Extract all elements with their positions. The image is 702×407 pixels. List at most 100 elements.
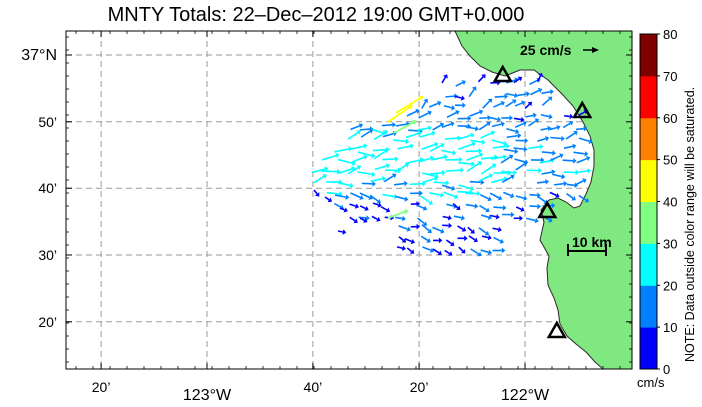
current-vector (457, 141, 476, 151)
current-vector (514, 100, 526, 107)
current-vector (420, 195, 433, 205)
current-vector (541, 169, 556, 175)
current-vector (441, 184, 456, 191)
colorbar-segment (640, 285, 657, 328)
current-vector (501, 115, 514, 121)
current-vector (469, 109, 484, 117)
current-vector (416, 204, 428, 211)
longitude-label: 20’ (410, 379, 429, 395)
current-vector (358, 215, 370, 221)
current-vector (574, 178, 587, 186)
colorbar-segment (640, 117, 657, 161)
current-vector (337, 182, 354, 189)
colorbar-tick-label: 0 (663, 362, 670, 377)
map-area (66, 31, 632, 369)
current-vector (419, 130, 436, 138)
current-vector (458, 246, 466, 254)
current-vector (404, 238, 415, 245)
longitude-label: 40’ (304, 379, 323, 395)
current-vector (383, 173, 397, 183)
current-vector (444, 135, 462, 141)
saturation-note: NOTE: Data outside color range will be s… (683, 87, 697, 362)
colorbar-segment (640, 243, 657, 286)
current-vector (466, 161, 482, 173)
current-vector (541, 96, 553, 106)
current-vector (380, 206, 391, 213)
current-vector (506, 132, 522, 139)
current-vector (446, 110, 460, 119)
current-vector (432, 237, 443, 244)
current-vector (428, 100, 442, 108)
current-vector (442, 222, 453, 229)
reference-arrow: 25 cm/s (520, 42, 599, 58)
colorbar-segment (640, 327, 657, 370)
current-vector (515, 206, 525, 212)
current-vector (480, 214, 492, 220)
current-vector (430, 154, 448, 161)
current-vector (416, 217, 428, 226)
colorbar-tick-label: 50 (663, 153, 677, 168)
colorbar-tick-label: 80 (663, 27, 677, 42)
current-vector (479, 194, 492, 202)
current-vector (441, 74, 448, 84)
current-vector (381, 121, 396, 128)
current-vector (491, 176, 508, 184)
current-vector (467, 226, 475, 234)
current-vector (550, 135, 565, 142)
colorbar: 0 10 20 30 40 50 60 70 80 (639, 27, 677, 377)
current-vector (360, 129, 373, 138)
current-vector (373, 148, 389, 160)
current-vector (465, 203, 479, 209)
current-vector (393, 138, 410, 145)
current-vector (515, 161, 528, 171)
current-vector (445, 239, 455, 246)
current-vector (395, 215, 406, 222)
current-vector (540, 125, 552, 132)
current-vector (530, 87, 543, 96)
colorbar-segment (640, 201, 657, 244)
current-vector (493, 204, 507, 211)
latitude-label: 20’ (38, 314, 57, 330)
current-vector (491, 121, 505, 128)
current-vector (528, 118, 539, 127)
current-vector (313, 189, 320, 197)
current-vector (489, 116, 502, 123)
longitude-label: 123°W (183, 387, 232, 404)
current-vector (421, 223, 432, 234)
current-vector (393, 180, 408, 187)
current-vector (458, 161, 475, 167)
current-vector (489, 192, 503, 201)
current-vector (359, 217, 368, 223)
current-vector (506, 127, 520, 135)
current-vector (542, 202, 556, 209)
current-vector (500, 154, 514, 164)
colorbar-tick-label: 60 (663, 111, 677, 126)
current-vector (553, 180, 568, 187)
current-vector (468, 235, 478, 243)
current-vector (515, 137, 529, 144)
latitude-label: 37°N (21, 47, 57, 64)
current-vector (530, 157, 545, 163)
current-vector (477, 74, 486, 83)
current-vector (457, 132, 475, 141)
current-vector (489, 214, 500, 220)
current-vector (562, 158, 577, 164)
current-vector (466, 152, 484, 162)
current-vector (349, 143, 368, 151)
current-vector (371, 215, 381, 222)
current-vector (479, 204, 490, 213)
current-vector (480, 249, 492, 256)
current-vector (444, 249, 453, 256)
scale-bar-label: 10 km (572, 234, 612, 250)
current-vector (421, 141, 439, 150)
current-vector (370, 175, 387, 183)
latitude-label: 30’ (38, 247, 57, 263)
current-vector (481, 234, 492, 241)
current-vector (524, 101, 532, 109)
current-vector (406, 108, 420, 117)
current-vector (541, 150, 556, 156)
current-vector (465, 148, 483, 154)
map-frame (65, 30, 633, 370)
current-vector (493, 236, 504, 244)
